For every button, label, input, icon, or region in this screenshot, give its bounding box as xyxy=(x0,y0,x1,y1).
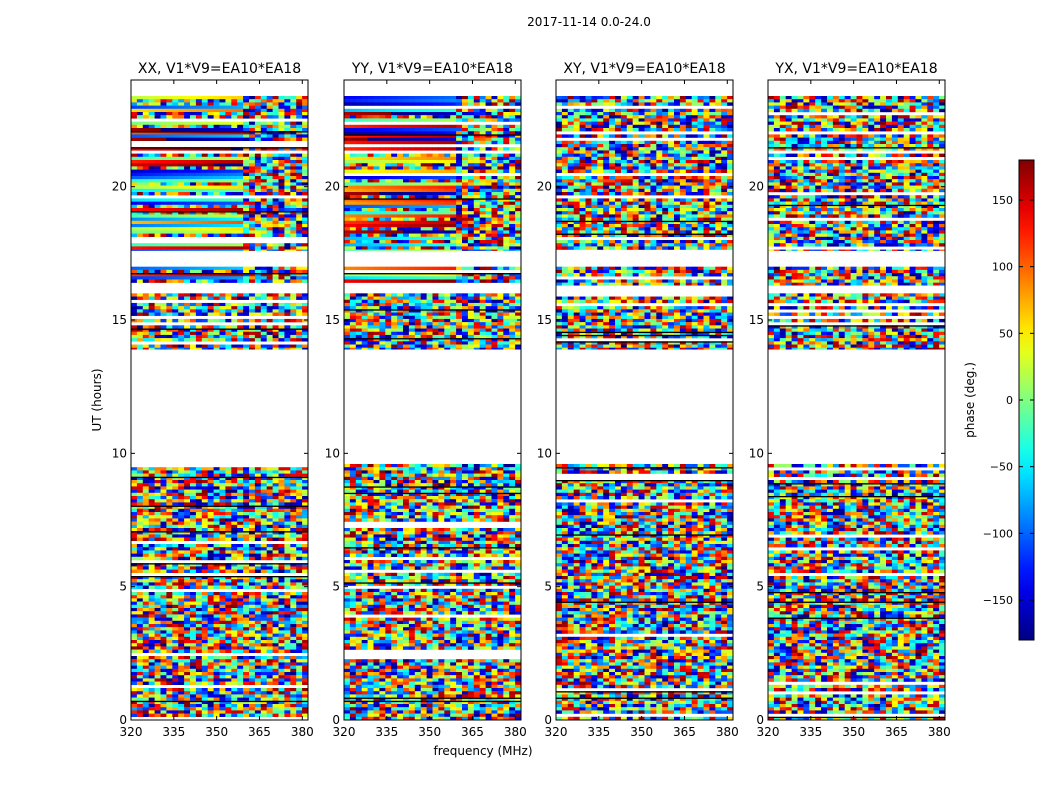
y-tick-label: 10 xyxy=(537,446,552,460)
y-tick-label: 20 xyxy=(749,180,764,194)
phase-image xyxy=(344,96,521,720)
x-tick-label: 335 xyxy=(587,725,610,739)
x-tick-label: 380 xyxy=(716,725,739,739)
x-tick-label: 335 xyxy=(162,725,185,739)
y-tick-label: 5 xyxy=(119,580,127,594)
y-tick-label: 0 xyxy=(544,713,552,727)
x-tick-label: 380 xyxy=(291,725,314,739)
colorbar-tick-label: 50 xyxy=(999,327,1013,340)
panel-frame xyxy=(343,79,522,721)
x-tick-label: 320 xyxy=(757,725,780,739)
panels: XX, V1*V9=EA10*EA18 320 335 350 365 380 0 5 10 15… xyxy=(112,61,951,739)
panel-title: YX, V1*V9=EA10*EA18 xyxy=(774,61,937,77)
x-axis-label: frequency (MHz) xyxy=(433,744,532,758)
y-tick-label: 5 xyxy=(756,580,764,594)
colorbar-tick-label: −150 xyxy=(983,594,1013,607)
phase-image xyxy=(556,96,733,720)
colorbar-tick-label: −50 xyxy=(990,461,1013,474)
x-tick-label: 350 xyxy=(418,725,441,739)
y-tick-label: 20 xyxy=(325,180,340,194)
panel-frame xyxy=(767,79,946,721)
x-tick-label: 350 xyxy=(630,725,653,739)
y-tick-label: 5 xyxy=(332,580,340,594)
y-tick-label: 0 xyxy=(119,713,127,727)
colorbar-tick-label: −100 xyxy=(983,527,1013,540)
panel-xx: XX, V1*V9=EA10*EA18 320 335 350 365 380 0 5 10 15… xyxy=(112,61,314,739)
colorbar-label: phase (deg.) xyxy=(963,362,977,438)
y-axis-label: UT (hours) xyxy=(90,368,104,431)
panel-title: XY, V1*V9=EA10*EA18 xyxy=(563,61,725,77)
y-tick-label: 15 xyxy=(112,313,127,327)
phase-image xyxy=(131,96,308,717)
y-tick-label: 20 xyxy=(112,180,127,194)
panel-frame xyxy=(555,79,734,721)
panel-yy: YY, V1*V9=EA10*EA18 320 335 350 365 380 0 5 10 15… xyxy=(325,61,527,739)
colorbar-tick-label: 100 xyxy=(992,261,1013,274)
x-tick-label: 380 xyxy=(928,725,951,739)
figure-title: 2017-11-14 0.0-24.0 xyxy=(527,15,651,29)
x-tick-label: 320 xyxy=(333,725,356,739)
y-tick-label: 15 xyxy=(325,313,340,327)
x-tick-label: 365 xyxy=(673,725,696,739)
y-tick-label: 0 xyxy=(756,713,764,727)
colorbar-tick-label: 150 xyxy=(992,194,1013,207)
panel-xy: XY, V1*V9=EA10*EA18 320 335 350 365 380 0 5 10 15… xyxy=(537,61,739,739)
y-tick-label: 5 xyxy=(544,580,552,594)
y-tick-label: 10 xyxy=(325,446,340,460)
y-tick-label: 20 xyxy=(537,180,552,194)
panel-frame xyxy=(130,79,309,721)
colorbar-tick-label: 0 xyxy=(1006,394,1013,407)
x-tick-label: 320 xyxy=(120,725,143,739)
x-tick-label: 320 xyxy=(545,725,568,739)
x-tick-label: 350 xyxy=(842,725,865,739)
panel-title: XX, V1*V9=EA10*EA18 xyxy=(138,61,301,77)
panel-yx: YX, V1*V9=EA10*EA18 320 335 350 365 380 0 5 10 15… xyxy=(749,61,951,739)
y-tick-label: 15 xyxy=(537,313,552,327)
y-tick-label: 0 xyxy=(332,713,340,727)
x-tick-label: 335 xyxy=(799,725,822,739)
x-tick-label: 350 xyxy=(205,725,228,739)
y-tick-label: 15 xyxy=(749,313,764,327)
colorbar: −150 −100 −50 0 50 100 150 xyxy=(983,159,1035,641)
x-tick-label: 380 xyxy=(504,725,527,739)
x-tick-label: 335 xyxy=(375,725,398,739)
y-tick-label: 10 xyxy=(749,446,764,460)
x-tick-label: 365 xyxy=(885,725,908,739)
x-tick-label: 365 xyxy=(461,725,484,739)
panel-title: YY, V1*V9=EA10*EA18 xyxy=(351,61,513,77)
y-tick-label: 10 xyxy=(112,446,127,460)
x-tick-label: 365 xyxy=(248,725,271,739)
phase-image xyxy=(768,96,945,720)
